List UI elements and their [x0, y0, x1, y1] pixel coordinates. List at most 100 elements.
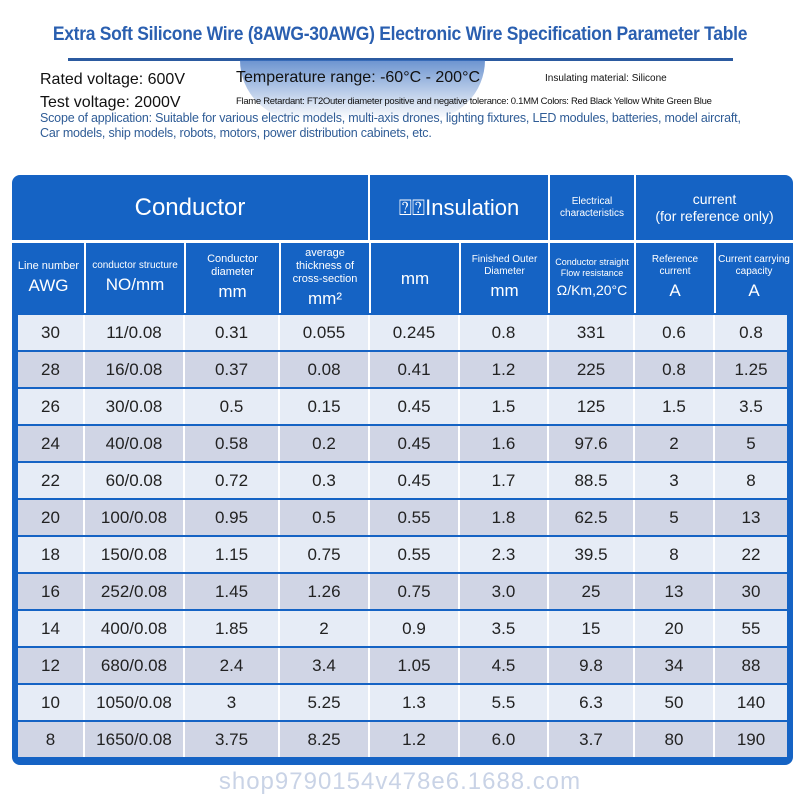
page-title: Extra Soft Silicone Wire (8AWG-30AWG) El… [52, 24, 748, 45]
table-cell: 88.5 [549, 463, 635, 498]
group-current-title: current [692, 191, 737, 208]
table-cell: 6.3 [549, 685, 635, 720]
divider [368, 175, 370, 241]
table-cell: 2.3 [460, 537, 549, 572]
table-cell: 150/0.08 [85, 537, 185, 572]
table-cell: 3.0 [460, 574, 549, 609]
table-cell: 0.245 [370, 315, 460, 350]
table-cell: 125 [549, 389, 635, 424]
column-header: Conductor straight Flow resistance Ω/Km,2… [549, 243, 635, 313]
table-cell: 680/0.08 [85, 648, 185, 683]
table-cell: 16 [18, 574, 85, 609]
rated-voltage: Rated voltage: 600V [40, 71, 185, 88]
table-cell: 88 [741, 655, 761, 675]
table-cell: 80 [635, 722, 715, 757]
table-cell: 26 [18, 389, 85, 424]
spec-table: Conductor ⍰⍰Insulation Electrical charac… [12, 175, 793, 765]
column-header: average thickness of cross-section mm² [280, 243, 370, 313]
column-header: Reference current A [635, 243, 715, 313]
table-cell: 2 [635, 426, 715, 461]
table-cell: 1.05 [370, 648, 460, 683]
table-cell: 16/0.08 [85, 352, 185, 387]
table-cell: 0.95 [185, 500, 280, 535]
table-cell: 22 [741, 544, 761, 564]
table-cell: 8 [746, 470, 756, 490]
table-cell: 0.75 [280, 537, 370, 572]
table-cell: 1.85 [185, 611, 280, 646]
table-cell: 1.6 [460, 426, 549, 461]
column-unit: mm [400, 269, 430, 289]
table-cell: 6.0 [460, 722, 549, 757]
column-header: Line number AWG [12, 243, 85, 313]
column-label: conductor structure [92, 260, 178, 272]
table-cell: 0.5 [280, 500, 370, 535]
table-cell: 0.41 [370, 352, 460, 387]
group-insulation: ⍰⍰Insulation [398, 194, 520, 220]
column-header: mm [370, 243, 460, 313]
table-cell: 1.2 [460, 352, 549, 387]
table-cell: 0.45 [370, 463, 460, 498]
table-cell: 13 [635, 574, 715, 609]
column-unit: A [669, 281, 681, 301]
watermark: shop9790154v478e6.1688.com [218, 768, 582, 795]
table-cell: 39.5 [549, 537, 635, 572]
table-cell: 0.58 [185, 426, 280, 461]
scope-line-2: Car models, ship models, robots, motors,… [40, 126, 432, 140]
table-cell: 0.2 [280, 426, 370, 461]
table-cell: 1650/0.08 [85, 722, 185, 757]
table-cell: 22 [18, 463, 85, 498]
table-cell: 1.25 [734, 359, 768, 379]
table-cell: 2.4 [185, 648, 280, 683]
table-row: 24 40/0.08 0.58 0.2 0.45 1.6 97.6 2 5 [18, 426, 787, 461]
table-cell: 0.55 [370, 537, 460, 572]
table-cell: 140 [736, 692, 766, 712]
table-cell: 100/0.08 [85, 500, 185, 535]
divider [714, 243, 716, 313]
test-voltage: Test voltage: 2000V [40, 94, 181, 111]
table-cell: 0.31 [185, 315, 280, 350]
table-cell: 0.45 [370, 389, 460, 424]
column-label: Reference current [651, 254, 699, 278]
table-row: 16 252/0.08 1.45 1.26 0.75 3.0 25 13 30 [18, 574, 787, 609]
table-cell: 10 [18, 685, 85, 720]
table-cell: 20 [18, 500, 85, 535]
column-unit: NO/mm [105, 275, 165, 295]
table-cell: 20 [635, 611, 715, 646]
table-cell: 9.8 [549, 648, 635, 683]
divider [634, 175, 636, 241]
table-cell: 34 [635, 648, 715, 683]
table-cell: 0.72 [185, 463, 280, 498]
divider [548, 175, 550, 241]
table-cell: 331 [549, 315, 635, 350]
column-header: Current carrying capacity A [715, 243, 793, 313]
column-header: conductor structure NO/mm [85, 243, 185, 313]
table-cell: 3.5 [739, 396, 763, 416]
column-header: Finished Outer Diameter mm [460, 243, 549, 313]
table-cell: 0.3 [280, 463, 370, 498]
table-cell: 3.5 [460, 611, 549, 646]
column-label: Current carrying capacity [718, 254, 790, 278]
table-row: 20 100/0.08 0.95 0.5 0.55 1.8 62.5 5 13 [18, 500, 787, 535]
table-cell: 5 [635, 500, 715, 535]
table-row: 10 1050/0.08 3 5.25 1.3 5.5 6.3 50 140 [18, 685, 787, 720]
group-conductor: Conductor [134, 193, 246, 221]
table-cell: 30/0.08 [85, 389, 185, 424]
table-cell: 60/0.08 [85, 463, 185, 498]
table-cell: 0.5 [185, 389, 280, 424]
table-cell: 1.2 [370, 722, 460, 757]
group-current-note: (for reference only) [655, 208, 774, 224]
table-row: 28 16/0.08 0.37 0.08 0.41 1.2 225 0.8 1.25 [18, 352, 787, 387]
table-cell: 0.055 [280, 315, 370, 350]
column-header: Conductor diameter mm [185, 243, 280, 313]
temperature-range: Temperature range: -60°C - 200°C [236, 69, 481, 86]
table-cell: 13 [741, 507, 761, 527]
table-cell: 5 [746, 433, 756, 453]
column-unit: mm [218, 282, 247, 302]
insulating-material: Insulating material: Silicone [545, 73, 667, 84]
table-cell: 12 [18, 648, 85, 683]
table-cell: 28 [18, 352, 85, 387]
table-cell: 252/0.08 [85, 574, 185, 609]
table-cell: 0.75 [370, 574, 460, 609]
table-row: 26 30/0.08 0.5 0.15 0.45 1.5 125 1.5 3.5 [18, 389, 787, 424]
divider [369, 243, 371, 313]
